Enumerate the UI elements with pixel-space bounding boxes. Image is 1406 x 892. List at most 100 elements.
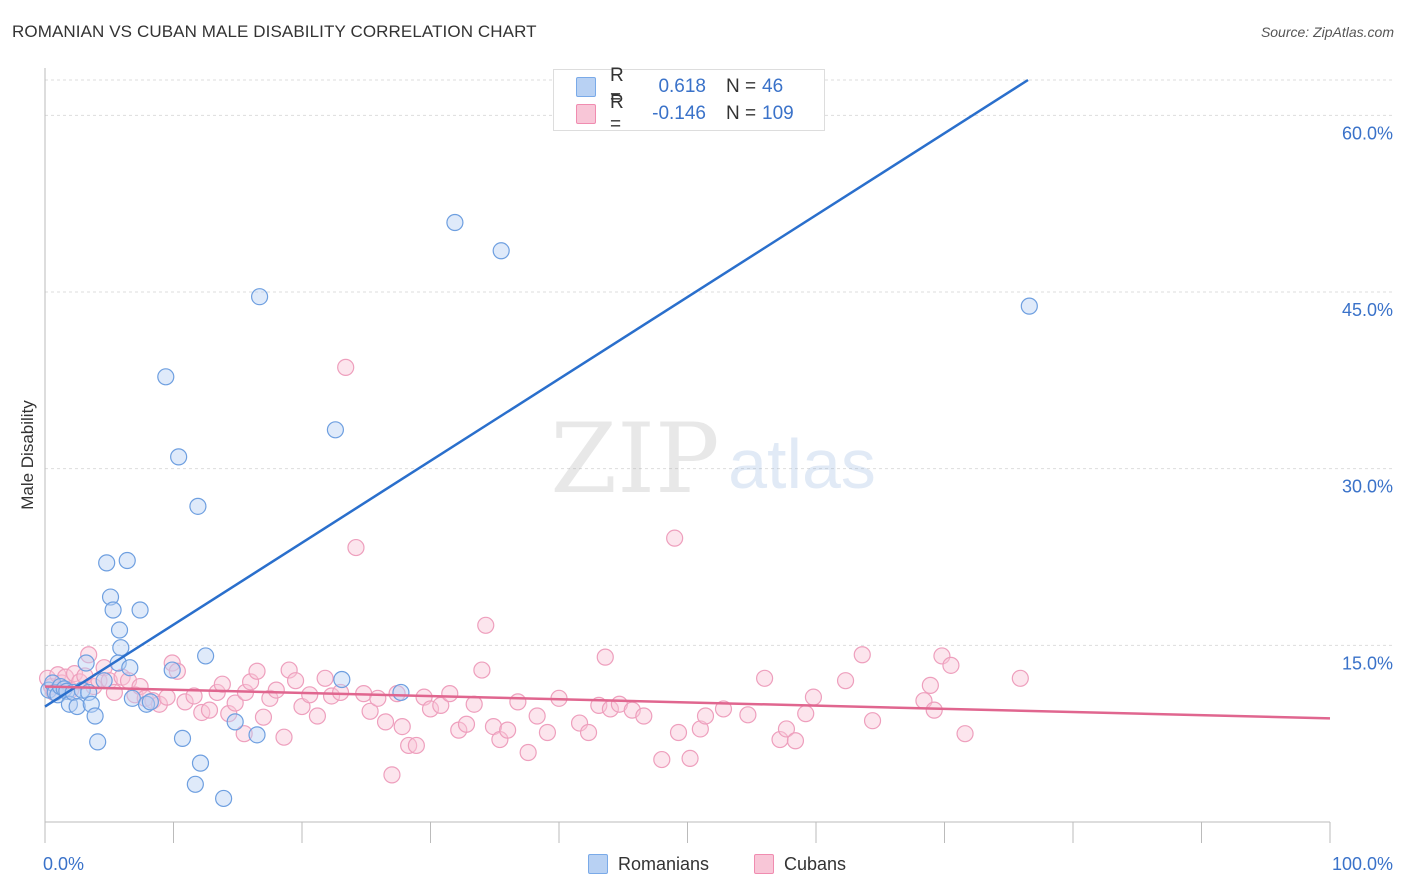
cubans-point xyxy=(301,686,319,704)
n-value: 46 xyxy=(762,76,784,97)
cubans-point xyxy=(383,766,401,784)
romanians-point xyxy=(392,683,410,702)
cubans-point xyxy=(933,647,951,665)
cubans-point xyxy=(393,717,411,736)
watermark-atlas: atlas xyxy=(728,425,876,503)
r-label: R = xyxy=(610,65,624,108)
cubans-point xyxy=(235,725,253,743)
legend-item-cubans: Cubans xyxy=(754,852,846,876)
cubans-point xyxy=(286,672,305,690)
cubans-point xyxy=(509,693,527,711)
cubans-point xyxy=(836,672,855,690)
romanians-point xyxy=(197,647,215,665)
y-tick-label: 15.0% xyxy=(1342,653,1393,673)
cubans-point xyxy=(441,685,459,703)
cubans-point xyxy=(925,701,943,719)
cubans-point xyxy=(653,750,671,769)
cubans-point xyxy=(308,707,327,725)
cubans-point xyxy=(208,683,226,702)
romanians-point xyxy=(131,601,149,619)
romanians-point xyxy=(163,661,181,679)
r-value: -0.146 xyxy=(652,103,706,124)
cubans-point xyxy=(669,723,688,742)
cubans-point xyxy=(421,700,440,718)
chart-title: ROMANIAN VS CUBAN MALE DISABILITY CORREL… xyxy=(12,22,537,41)
cubans-point xyxy=(226,694,244,712)
x-tick-label: 100.0% xyxy=(1332,854,1393,874)
cubans-point xyxy=(570,714,589,732)
cubans-point xyxy=(696,707,715,725)
legend-row-romanians: R = 0.618 N = 46 xyxy=(576,65,784,108)
romanians-point xyxy=(186,775,204,793)
romanians-point xyxy=(157,368,175,386)
cubans-point xyxy=(176,693,194,711)
cubans-point xyxy=(369,689,387,707)
correlation-legend: R = 0.618 N = 46 R = -0.146 N = 109 xyxy=(553,65,825,135)
cubans-point xyxy=(457,715,476,733)
romanians-point xyxy=(101,588,120,606)
y-tick-label: 60.0% xyxy=(1342,123,1393,143)
romanians-point xyxy=(1020,297,1038,315)
r-value: 0.618 xyxy=(658,76,706,97)
cubans-point xyxy=(714,700,733,718)
cubans-point xyxy=(316,669,334,687)
cubans-point xyxy=(185,687,203,705)
romanians-swatch xyxy=(576,77,596,97)
romanians-point xyxy=(326,421,345,439)
cubans-point xyxy=(519,743,537,762)
romanians-point xyxy=(77,654,95,672)
cubans-point xyxy=(213,675,231,693)
cubans-point xyxy=(942,656,960,674)
romanians-point xyxy=(173,729,192,747)
watermark: ZIP atlas xyxy=(550,403,876,515)
cubans-point xyxy=(376,713,395,731)
romanians-point xyxy=(118,551,136,570)
romanians-point xyxy=(110,621,129,639)
legend-item-romanians: Romanians xyxy=(588,852,709,876)
romanians-legend-label: Romanians xyxy=(618,853,710,874)
cubans-point xyxy=(666,529,684,547)
cubans-point xyxy=(786,732,805,750)
romanians-point xyxy=(89,733,107,751)
cubans-point xyxy=(254,708,273,726)
cubans-points xyxy=(38,358,1029,784)
romanians-point xyxy=(141,693,159,711)
romanians-point xyxy=(226,713,244,731)
cubans-point xyxy=(242,673,260,691)
n-label: N = xyxy=(726,76,757,97)
cubans-point xyxy=(499,721,517,739)
romanians-point xyxy=(248,726,266,744)
cubans-point xyxy=(200,701,219,719)
axes xyxy=(44,68,1331,843)
cubans-point xyxy=(579,723,598,742)
source-label: Source: ZipAtlas.com xyxy=(1260,24,1394,40)
cubans-point xyxy=(163,654,181,672)
romanians-point xyxy=(95,672,113,690)
cubans-point xyxy=(267,681,285,699)
cubans-point xyxy=(1011,669,1029,687)
x-tick-label: 0.0% xyxy=(43,854,84,874)
romanians-point xyxy=(492,242,510,260)
cubans-point xyxy=(477,616,495,634)
y-tick-label: 30.0% xyxy=(1342,477,1393,497)
cubans-point xyxy=(158,688,176,706)
cubans-point xyxy=(635,707,653,725)
romanians-point xyxy=(170,448,188,466)
cubans-point xyxy=(248,662,266,680)
romanians-point xyxy=(68,697,86,716)
romanians-point xyxy=(333,670,351,689)
cubans-point xyxy=(337,358,355,376)
romanians-point xyxy=(98,554,116,572)
cubans-point xyxy=(755,669,774,687)
y-axis-label: Male Disability xyxy=(18,400,37,510)
romanians-point xyxy=(250,288,269,306)
watermark-zip: ZIP xyxy=(550,403,719,515)
cubans-point xyxy=(863,712,882,730)
romanians-point xyxy=(189,497,207,515)
cubans-point xyxy=(465,695,483,713)
cubans-legend-label: Cubans xyxy=(784,853,847,874)
romanians-point xyxy=(191,754,210,772)
romanians-point xyxy=(121,659,139,677)
tick-labels: 15.0% 30.0% 45.0% 60.0% 0.0% 100.0% xyxy=(43,123,1393,874)
gridlines xyxy=(45,79,1393,646)
